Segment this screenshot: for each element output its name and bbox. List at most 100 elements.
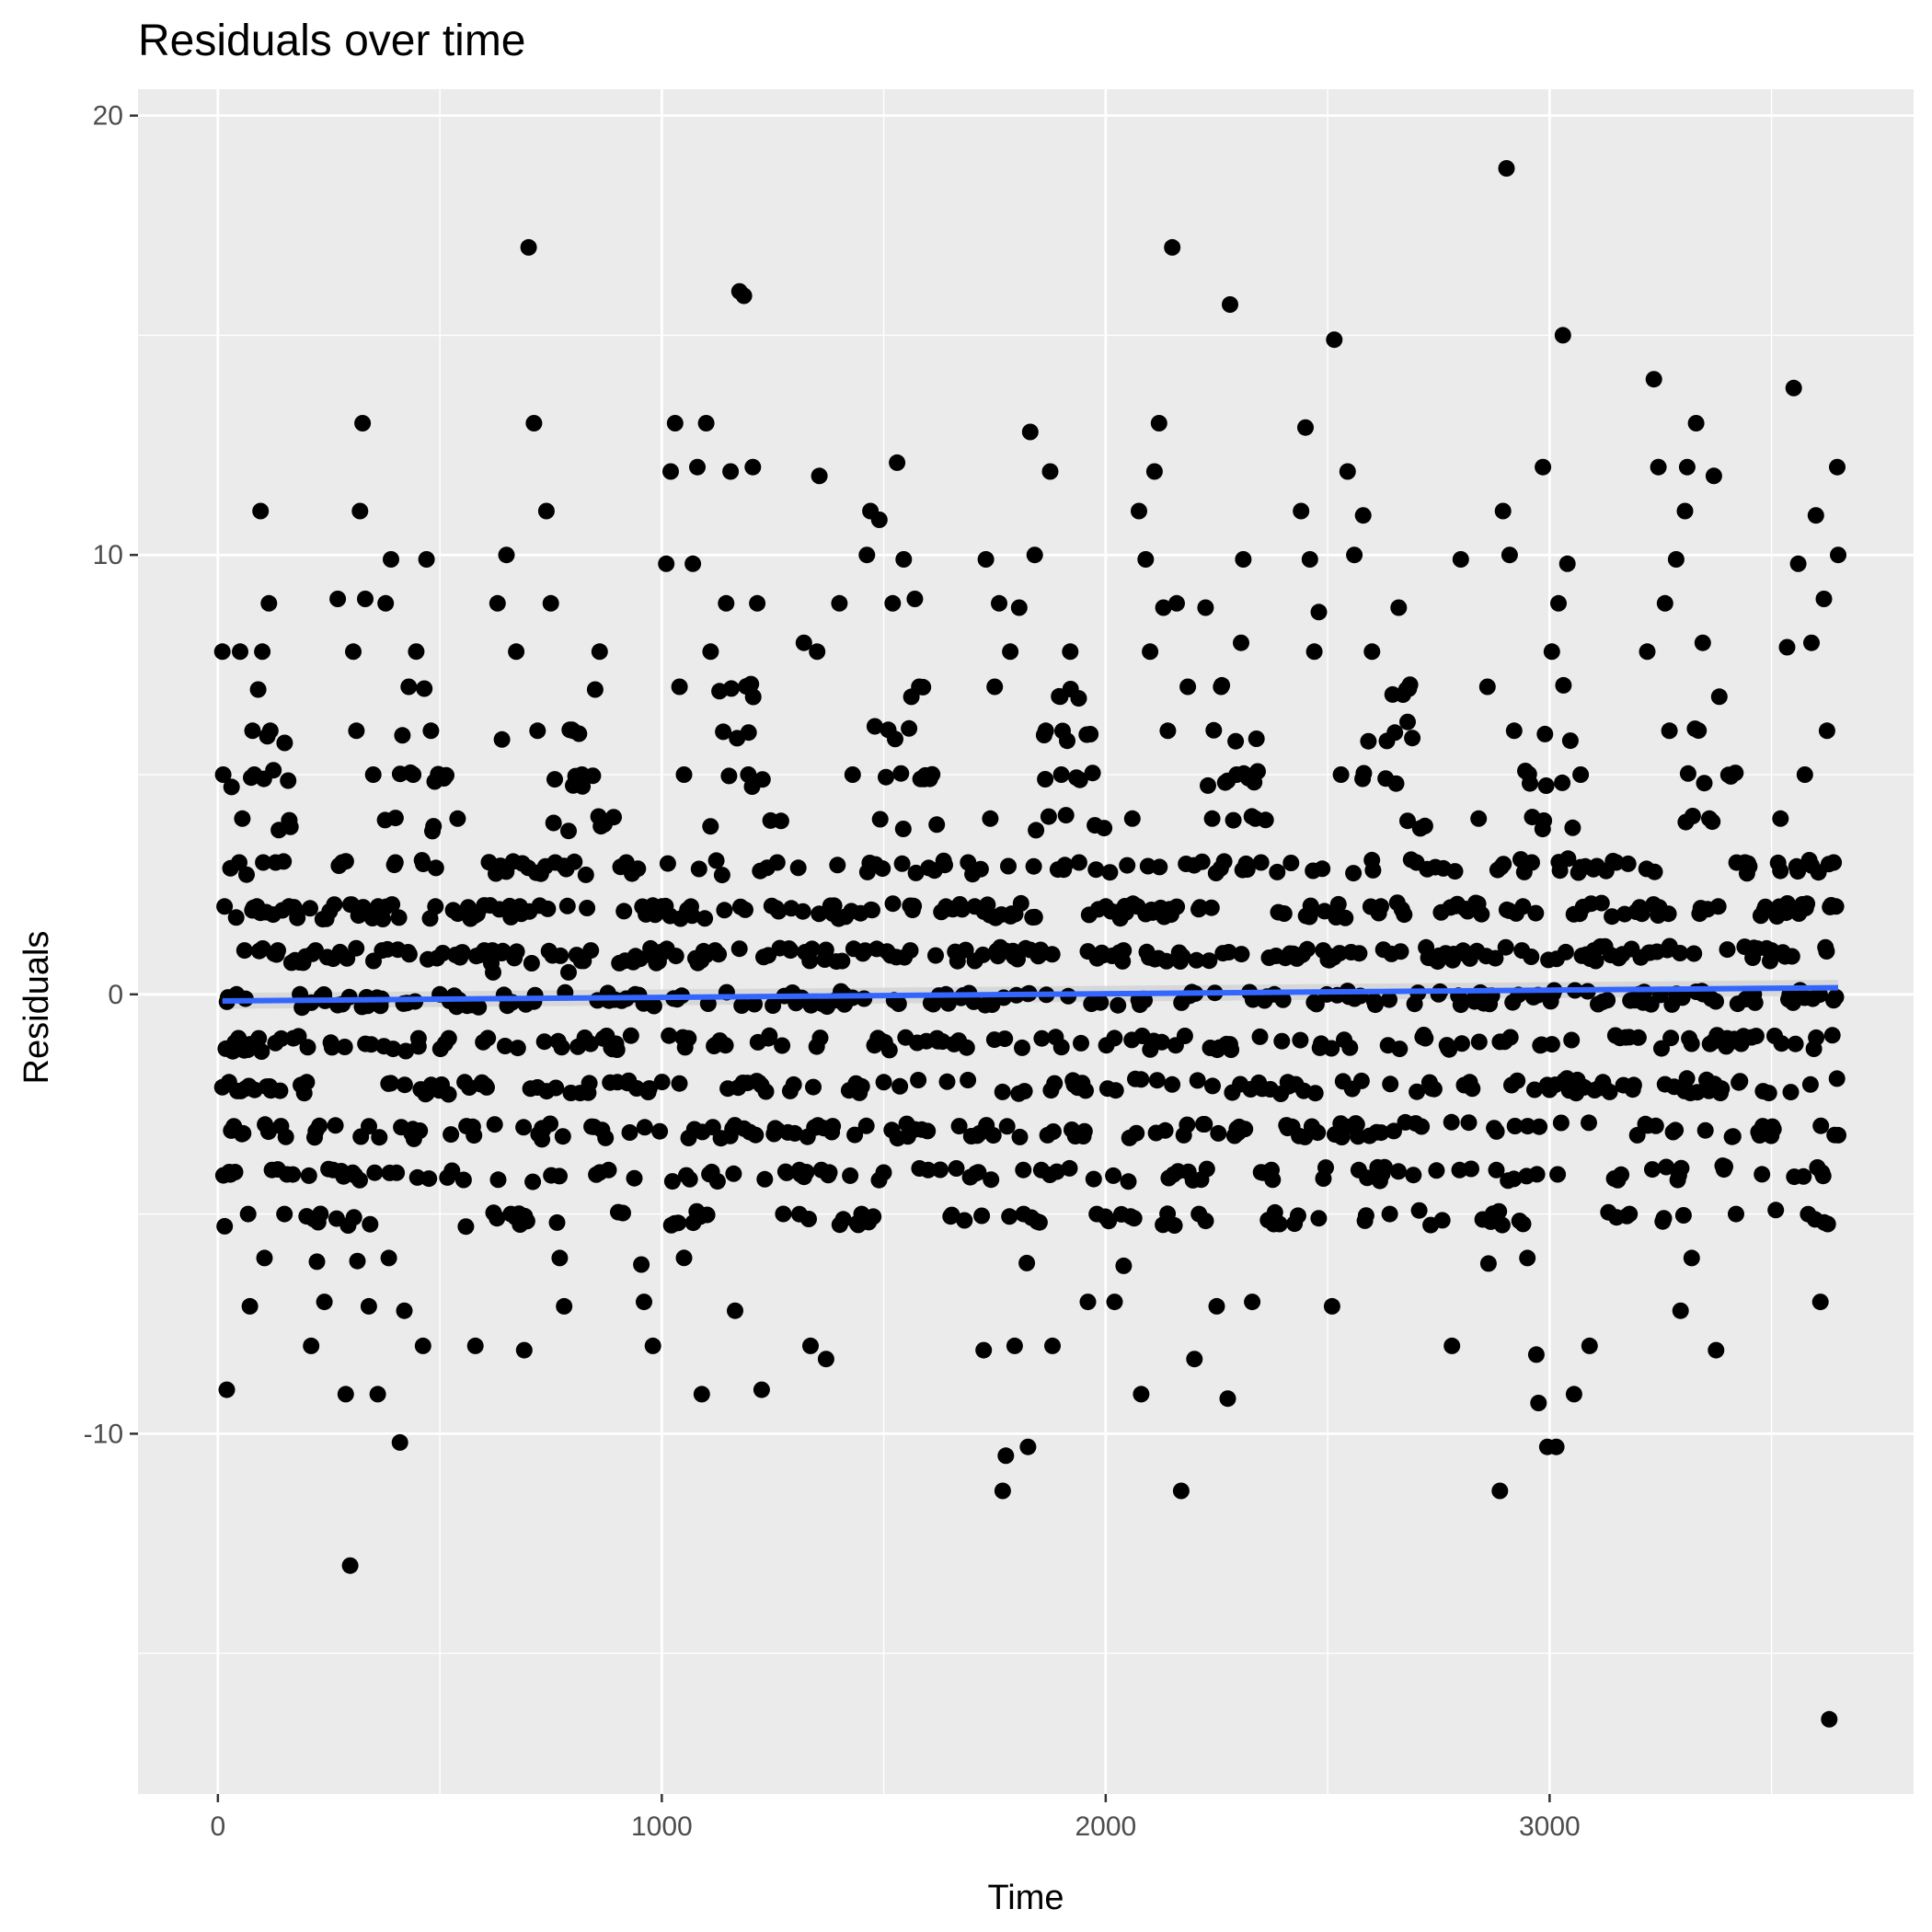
data-point bbox=[690, 860, 707, 878]
data-point bbox=[551, 1167, 568, 1185]
data-point bbox=[1364, 861, 1382, 879]
data-point bbox=[907, 864, 925, 881]
data-point bbox=[235, 1124, 252, 1142]
data-point bbox=[1505, 1170, 1523, 1188]
data-point bbox=[1043, 946, 1061, 963]
data-point bbox=[1491, 1482, 1509, 1500]
data-point bbox=[975, 1341, 993, 1359]
data-point bbox=[866, 718, 883, 735]
data-point bbox=[693, 1386, 710, 1403]
data-point bbox=[1696, 775, 1713, 792]
data-point bbox=[1133, 1071, 1150, 1088]
data-point bbox=[1821, 1710, 1838, 1728]
data-point bbox=[1717, 1158, 1733, 1176]
data-point bbox=[889, 454, 906, 471]
data-point bbox=[222, 859, 239, 877]
data-point bbox=[1796, 766, 1813, 783]
data-point bbox=[216, 1217, 234, 1235]
data-point bbox=[871, 811, 889, 828]
data-point bbox=[586, 681, 604, 698]
data-point bbox=[608, 1041, 626, 1058]
data-point bbox=[1155, 599, 1172, 616]
data-point bbox=[770, 903, 788, 920]
data-point bbox=[675, 766, 693, 783]
data-point bbox=[1282, 855, 1300, 871]
data-point bbox=[316, 1294, 333, 1311]
data-point bbox=[1011, 1128, 1029, 1145]
data-point bbox=[1235, 551, 1252, 568]
data-point bbox=[337, 853, 354, 870]
data-point bbox=[284, 1166, 302, 1183]
data-point bbox=[778, 1164, 796, 1181]
data-point bbox=[515, 1119, 533, 1136]
data-point bbox=[1587, 952, 1604, 970]
data-point bbox=[542, 1115, 558, 1133]
data-point bbox=[466, 1127, 483, 1144]
data-point bbox=[260, 594, 278, 612]
data-point bbox=[443, 1162, 461, 1179]
data-point bbox=[1289, 1207, 1306, 1225]
data-point bbox=[1551, 862, 1569, 880]
data-point bbox=[858, 546, 876, 564]
data-point bbox=[658, 555, 675, 572]
data-point bbox=[1145, 463, 1163, 480]
data-point bbox=[1392, 943, 1409, 960]
data-point bbox=[1808, 1029, 1825, 1046]
data-point bbox=[1452, 551, 1469, 568]
data-point bbox=[937, 857, 953, 874]
data-point bbox=[1673, 989, 1691, 1006]
data-point bbox=[483, 955, 500, 972]
data-point bbox=[621, 1124, 638, 1141]
data-point bbox=[336, 1039, 353, 1055]
data-point bbox=[696, 910, 714, 927]
data-point bbox=[1381, 1205, 1398, 1223]
data-point bbox=[440, 1086, 457, 1103]
data-point bbox=[290, 1028, 307, 1045]
data-point bbox=[558, 897, 576, 914]
data-point bbox=[1618, 1207, 1636, 1225]
data-point bbox=[1724, 1128, 1742, 1145]
data-point bbox=[276, 1205, 293, 1223]
data-point bbox=[1269, 863, 1286, 880]
data-point bbox=[1360, 732, 1377, 750]
x-tick-label: 0 bbox=[211, 1811, 226, 1842]
data-point bbox=[523, 955, 540, 972]
data-point bbox=[1056, 857, 1074, 874]
data-point bbox=[1811, 1294, 1829, 1311]
data-point bbox=[371, 1129, 388, 1146]
data-point bbox=[1490, 1202, 1508, 1220]
data-point bbox=[337, 1386, 354, 1403]
data-point bbox=[1814, 1167, 1832, 1185]
data-point bbox=[735, 287, 753, 305]
data-point bbox=[295, 1085, 313, 1102]
data-point bbox=[1391, 1041, 1409, 1058]
data-point bbox=[1292, 1031, 1309, 1049]
data-point bbox=[1061, 1159, 1078, 1177]
data-point bbox=[1508, 904, 1524, 922]
data-point bbox=[1041, 463, 1059, 480]
data-point bbox=[478, 1078, 495, 1096]
data-point bbox=[1672, 1302, 1689, 1319]
data-point bbox=[497, 1038, 513, 1054]
data-point bbox=[1142, 643, 1159, 661]
data-point bbox=[1346, 546, 1363, 564]
data-point bbox=[470, 998, 488, 1016]
data-point bbox=[1713, 1080, 1731, 1098]
data-point bbox=[234, 810, 251, 827]
data-point bbox=[1581, 1337, 1598, 1354]
data-point bbox=[326, 896, 343, 914]
data-point bbox=[1000, 857, 1017, 875]
data-point bbox=[276, 734, 293, 752]
data-point bbox=[676, 1039, 694, 1056]
data-point bbox=[415, 856, 431, 872]
data-point bbox=[1493, 1216, 1511, 1234]
data-point bbox=[345, 643, 362, 661]
data-point bbox=[1273, 1032, 1291, 1050]
data-point bbox=[454, 944, 471, 961]
data-point bbox=[241, 1297, 259, 1315]
data-point bbox=[570, 725, 588, 742]
data-point bbox=[1731, 1073, 1749, 1090]
data-point bbox=[1501, 546, 1518, 564]
data-point bbox=[1157, 952, 1175, 970]
data-point bbox=[698, 1206, 716, 1224]
